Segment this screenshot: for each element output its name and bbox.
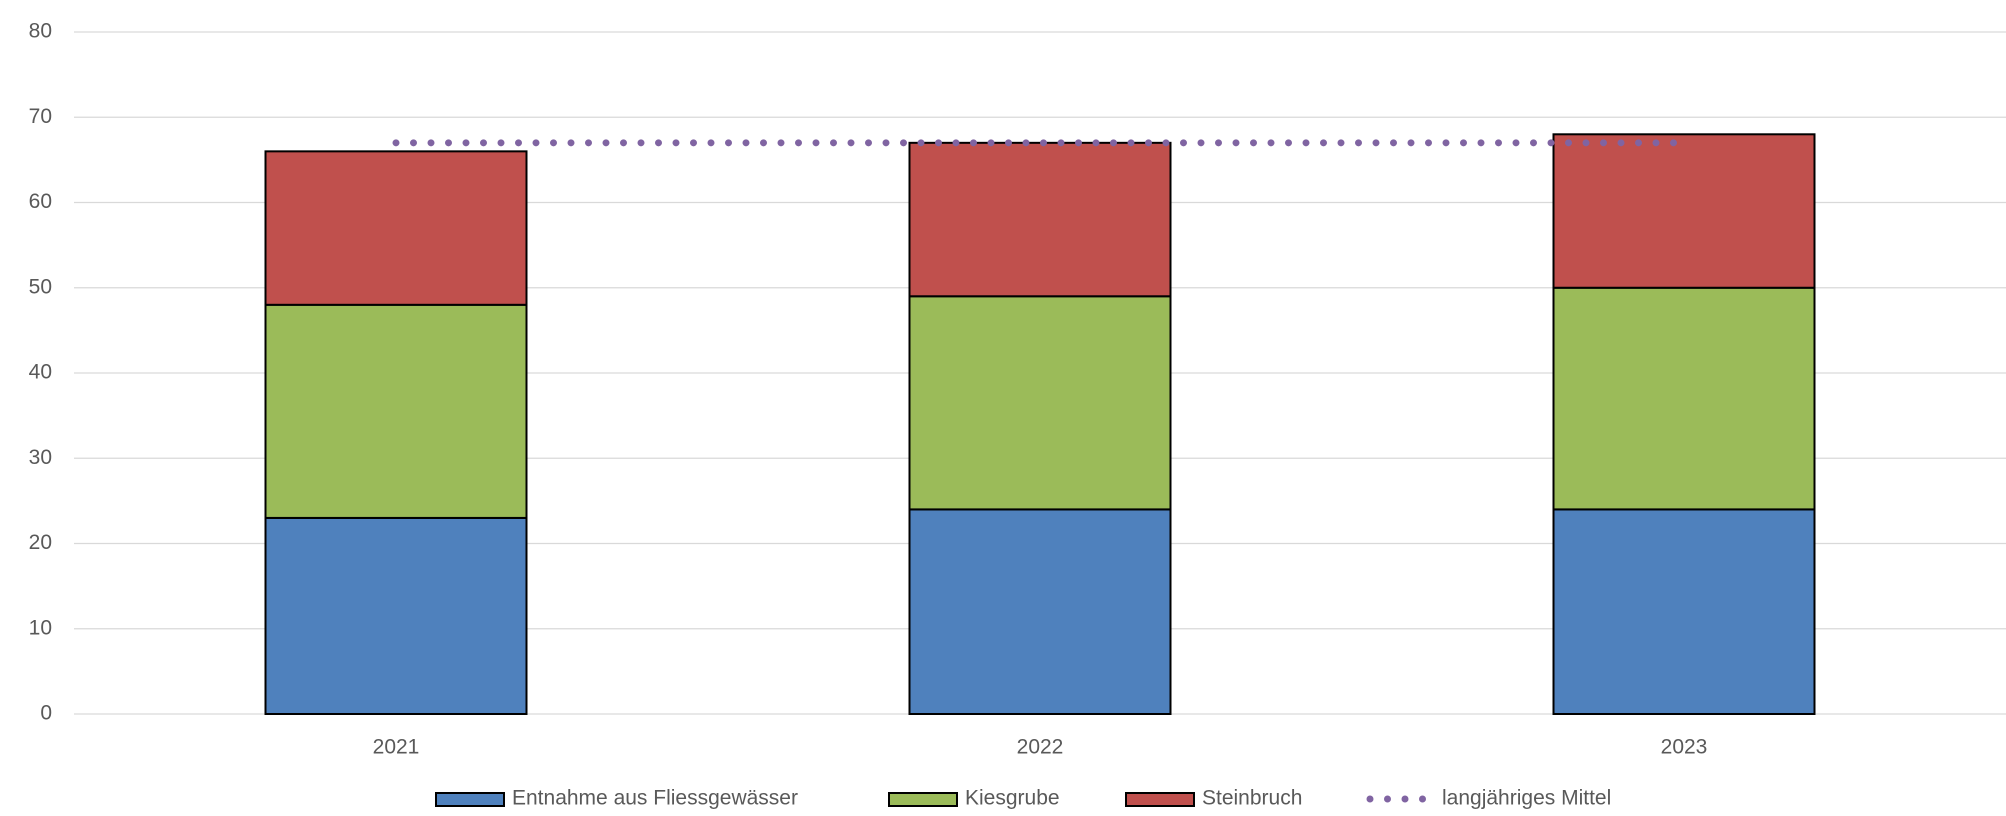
legend-label: langjähriges Mittel [1442,787,1611,810]
y-tick-label: 0 [40,702,52,725]
legend-swatch [1125,792,1195,807]
y-tick-label: 40 [29,361,52,384]
bar-segment [908,508,1172,715]
legend-swatch [888,792,958,807]
y-tick-label: 60 [29,190,52,213]
y-tick-label: 70 [29,105,52,128]
legend-label: Kiesgrube [965,787,1060,810]
bar-segment [908,141,1172,298]
y-tick-label: 30 [29,446,52,469]
bar-segment [264,516,528,715]
legend-swatch [435,792,505,807]
legend-label: Steinbruch [1202,787,1302,810]
y-tick-label: 20 [29,531,52,554]
bar-segment [1552,133,1816,289]
x-tick-label: 2023 [1661,736,1708,759]
y-tick-label: 10 [29,616,52,639]
legend-label: Entnahme aus Fliessgewässer [512,787,798,810]
bar-segment [1552,508,1816,715]
x-tick-label: 2022 [1017,736,1064,759]
bar-segment [264,150,528,306]
x-tick-label: 2021 [373,736,420,759]
bar-segment [264,303,528,519]
bar-segment [1552,286,1816,511]
y-tick-label: 80 [29,20,52,43]
bar-segment [908,295,1172,511]
y-tick-label: 50 [29,275,52,298]
